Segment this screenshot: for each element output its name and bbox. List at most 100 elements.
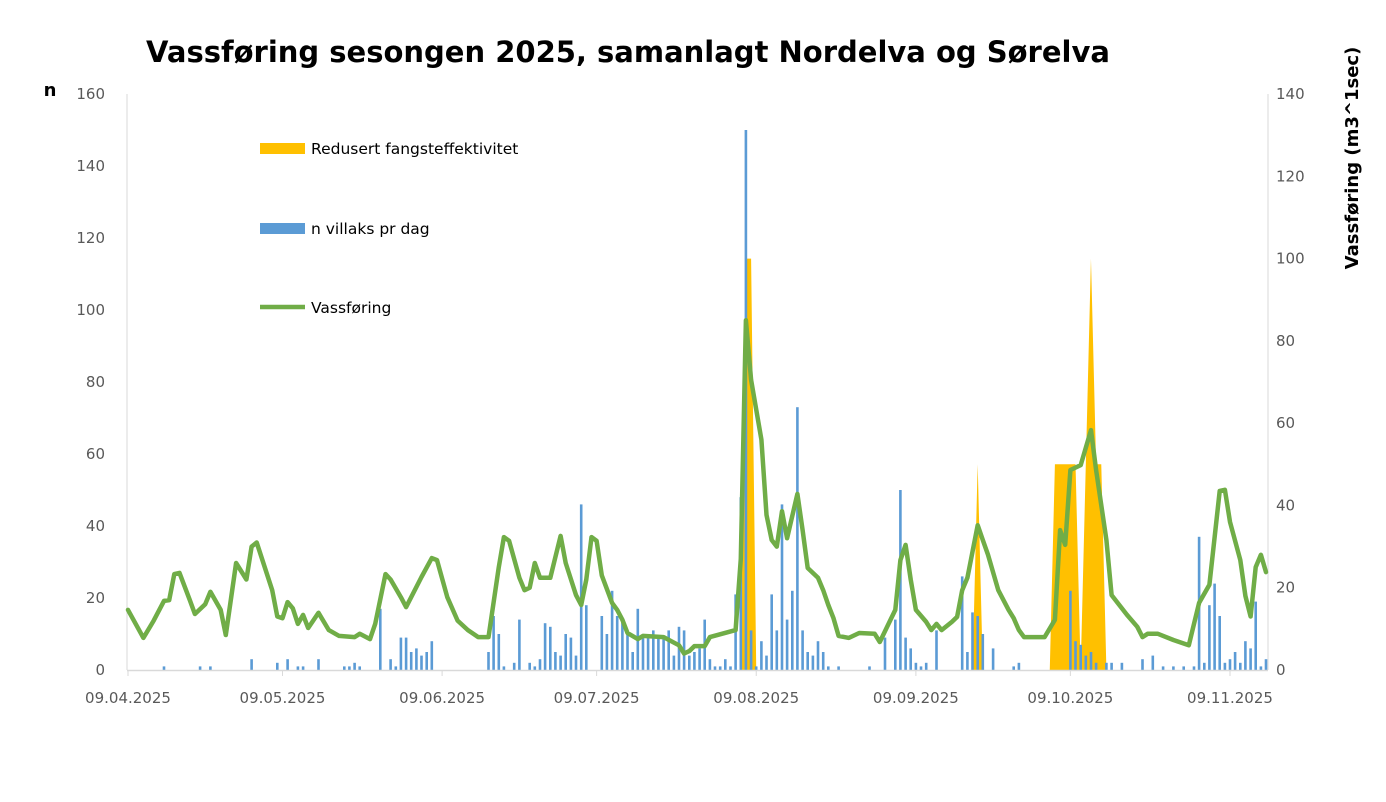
- bar: [286, 659, 289, 670]
- left-tick-label: 100: [76, 301, 105, 319]
- bar: [389, 659, 392, 670]
- bar: [1182, 666, 1185, 670]
- bar: [492, 616, 495, 670]
- bar: [1120, 662, 1124, 670]
- bar: [1105, 662, 1108, 670]
- bar: [399, 637, 403, 670]
- right-tick-label: 100: [1276, 250, 1305, 268]
- bar: [770, 594, 773, 670]
- bar: [791, 590, 794, 670]
- legend-label-bars: n villaks pr dag: [311, 220, 430, 238]
- bar: [688, 655, 691, 670]
- bar: [662, 637, 665, 670]
- bar: [1079, 644, 1082, 670]
- bar: [749, 630, 753, 670]
- bar: [713, 666, 717, 670]
- x-tick-label: 09.10.2025: [1027, 689, 1113, 707]
- bar: [585, 605, 588, 670]
- bar: [1249, 648, 1252, 670]
- x-tick-label: 09.09.2025: [873, 689, 959, 707]
- left-axis-title: n: [44, 80, 57, 101]
- bar: [296, 666, 300, 670]
- left-tick-label: 160: [76, 85, 105, 103]
- bar: [301, 666, 305, 670]
- right-tick-label: 0: [1276, 661, 1286, 679]
- left-tick-label: 120: [76, 229, 105, 247]
- bar: [1094, 662, 1098, 670]
- x-tick-label: 09.04.2025: [85, 689, 171, 707]
- bar: [1172, 666, 1175, 670]
- bar: [924, 662, 928, 670]
- bar: [1017, 662, 1021, 670]
- bar: [914, 662, 918, 670]
- bar: [425, 652, 428, 670]
- bar: [806, 652, 809, 670]
- axes: [126, 94, 1269, 676]
- bar: [317, 659, 320, 670]
- bar: [533, 666, 537, 670]
- bar: [610, 590, 614, 670]
- left-tick-label: 20: [86, 589, 105, 607]
- bar: [621, 619, 624, 670]
- bar: [935, 630, 938, 670]
- bar: [198, 666, 202, 670]
- bar: [1208, 605, 1211, 670]
- bar: [564, 634, 567, 670]
- bar: [409, 652, 413, 670]
- bar: [348, 666, 351, 670]
- bar: [1192, 666, 1196, 670]
- bar: [512, 662, 516, 670]
- bar: [1223, 662, 1227, 670]
- bar: [626, 634, 629, 670]
- bar: [379, 608, 382, 670]
- legend: Redusert fangsteffektivitet n villaks pr…: [260, 140, 518, 317]
- bar: [1161, 666, 1165, 670]
- bar: [801, 630, 804, 670]
- bar: [1254, 601, 1257, 670]
- bar: [605, 634, 609, 670]
- bar: [1244, 641, 1247, 670]
- bar: [760, 641, 763, 670]
- bar: [904, 637, 907, 670]
- bar: [698, 648, 701, 670]
- bar: [976, 616, 979, 670]
- bar: [729, 666, 732, 670]
- right-tick-label: 60: [1276, 414, 1295, 432]
- bar: [1110, 662, 1113, 670]
- x-tick-label: 09.06.2025: [399, 689, 485, 707]
- legend-swatch-reduced: [260, 143, 305, 154]
- bar: [569, 637, 573, 670]
- bar: [883, 637, 887, 670]
- bar: [909, 648, 912, 670]
- bar: [765, 655, 768, 670]
- bar: [1239, 662, 1242, 670]
- bar: [894, 619, 897, 670]
- bar: [487, 652, 490, 670]
- bar: [538, 659, 542, 670]
- bar: [708, 659, 712, 670]
- bar: [785, 619, 789, 670]
- bar: [981, 634, 985, 670]
- legend-label-reduced: Redusert fangsteffektivitet: [311, 140, 518, 158]
- left-tick-label: 40: [86, 517, 105, 535]
- bar: [652, 630, 655, 670]
- flow-line-layer: [125, 318, 1269, 656]
- bar: [631, 652, 634, 670]
- bar: [250, 659, 253, 670]
- bar: [1213, 583, 1216, 670]
- bar: [868, 666, 871, 670]
- bar: [574, 655, 578, 670]
- bar: [1084, 655, 1088, 670]
- x-tick-label: 09.07.2025: [554, 689, 640, 707]
- left-tick-label: 140: [76, 157, 105, 175]
- bar: [1151, 655, 1155, 670]
- bar: [358, 666, 361, 670]
- bar: [420, 655, 423, 670]
- bar: [1259, 666, 1263, 670]
- x-tick-label: 09.08.2025: [713, 689, 799, 707]
- reduced-efficiency-area: [740, 258, 1107, 670]
- bar: [754, 666, 758, 670]
- legend-swatch-bars: [260, 223, 305, 234]
- left-tick-label: 80: [86, 373, 105, 391]
- flow-line: [125, 318, 1269, 656]
